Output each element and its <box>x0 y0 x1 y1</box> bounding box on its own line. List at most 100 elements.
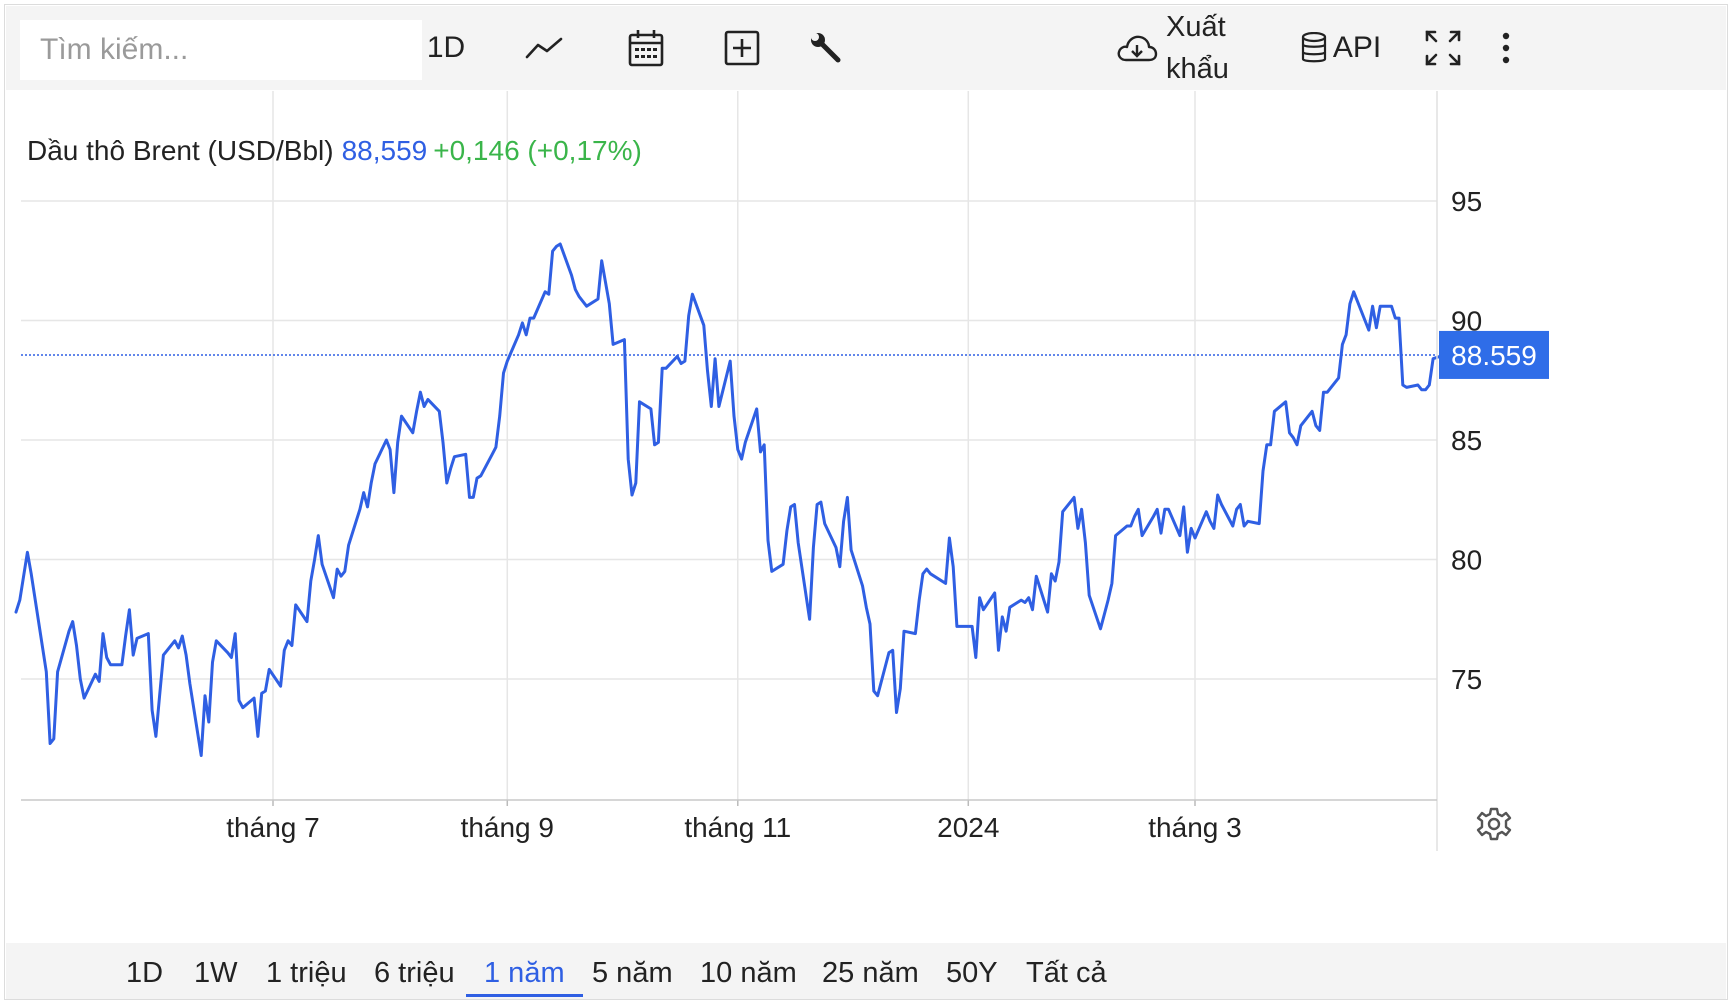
price-point[interactable] <box>411 431 415 435</box>
price-point[interactable] <box>161 653 165 657</box>
range-1w[interactable]: 1W <box>194 957 238 989</box>
chart-area[interactable]: 75 80 85 90 95 tháng 7 tháng 9 tháng 11 2024 thá… <box>5 91 1729 943</box>
price-point[interactable] <box>173 639 177 643</box>
price-point[interactable] <box>479 474 483 478</box>
price-point[interactable] <box>1193 536 1197 540</box>
price-point[interactable] <box>1231 524 1235 528</box>
price-point[interactable] <box>1348 302 1352 306</box>
price-point[interactable] <box>1046 610 1050 614</box>
price-point[interactable] <box>1310 409 1314 413</box>
price-point[interactable] <box>607 302 611 306</box>
price-point[interactable] <box>452 455 456 459</box>
range-5y[interactable]: 5 năm <box>592 957 673 989</box>
more-button[interactable] <box>1486 6 1526 90</box>
price-point[interactable] <box>611 342 615 346</box>
price-point[interactable] <box>819 500 823 504</box>
price-point[interactable] <box>743 440 747 444</box>
price-point[interactable] <box>316 534 320 538</box>
price-point[interactable] <box>347 543 351 547</box>
price-point[interactable] <box>811 546 815 550</box>
price-point[interactable] <box>664 366 668 370</box>
price-point[interactable] <box>109 663 113 667</box>
price-point[interactable] <box>184 653 188 657</box>
price-point[interactable] <box>362 491 366 495</box>
price-point[interactable] <box>93 672 97 676</box>
price-point[interactable] <box>373 462 377 466</box>
price-point[interactable] <box>762 443 766 447</box>
price-point[interactable] <box>1087 593 1091 597</box>
price-point[interactable] <box>256 734 260 738</box>
price-point[interactable] <box>551 249 555 253</box>
price-point[interactable] <box>868 622 872 626</box>
price-point[interactable] <box>135 636 139 640</box>
price-point[interactable] <box>339 574 343 578</box>
price-point[interactable] <box>188 682 192 686</box>
price-point[interactable] <box>1220 503 1224 507</box>
price-point[interactable] <box>653 443 657 447</box>
price-point[interactable] <box>1133 515 1137 519</box>
price-point[interactable] <box>1099 627 1103 631</box>
price-point[interactable] <box>1034 574 1038 578</box>
price-point[interactable] <box>400 414 404 418</box>
price-point[interactable] <box>279 684 283 688</box>
price-point[interactable] <box>252 696 256 700</box>
price-point[interactable] <box>494 445 498 449</box>
price-point[interactable] <box>396 440 400 444</box>
price-point[interactable] <box>834 546 838 550</box>
price-point[interactable] <box>260 691 264 695</box>
price-point[interactable] <box>471 495 475 499</box>
price-point[interactable] <box>1322 390 1326 394</box>
price-point[interactable] <box>656 440 660 444</box>
price-point[interactable] <box>44 670 48 674</box>
price-point[interactable] <box>418 390 422 394</box>
price-point[interactable] <box>332 596 336 600</box>
price-point[interactable] <box>124 634 128 638</box>
price-point[interactable] <box>1238 503 1242 507</box>
price-point[interactable] <box>1242 524 1246 528</box>
price-point[interactable] <box>947 536 951 540</box>
price-point[interactable] <box>970 624 974 628</box>
price-point[interactable] <box>388 448 392 452</box>
price-point[interactable] <box>48 742 52 746</box>
price-point[interactable] <box>974 656 978 660</box>
price-point[interactable] <box>1031 608 1035 612</box>
price-point[interactable] <box>154 734 158 738</box>
price-point[interactable] <box>1080 507 1084 511</box>
price-point[interactable] <box>842 519 846 523</box>
price-point[interactable] <box>728 359 732 363</box>
interval-button[interactable]: 1D <box>416 6 476 90</box>
range-1m[interactable]: 1 triệu <box>266 957 347 989</box>
price-point[interactable] <box>1057 560 1061 564</box>
price-point[interactable] <box>1405 385 1409 389</box>
price-point[interactable] <box>1393 316 1397 320</box>
price-point[interactable] <box>1106 598 1110 602</box>
price-point[interactable] <box>437 409 441 413</box>
price-point[interactable] <box>56 670 60 674</box>
price-point[interactable] <box>1340 342 1344 346</box>
price-point[interactable] <box>766 538 770 542</box>
price-point[interactable] <box>1416 383 1420 387</box>
price-point[interactable] <box>921 572 925 576</box>
price-point[interactable] <box>770 569 774 573</box>
price-point[interactable] <box>717 405 721 409</box>
price-point[interactable] <box>475 476 479 480</box>
price-point[interactable] <box>887 651 891 655</box>
price-point[interactable] <box>1352 290 1356 294</box>
price-point[interactable] <box>864 605 868 609</box>
price-point[interactable] <box>1076 526 1080 530</box>
price-point[interactable] <box>876 694 880 698</box>
price-point[interactable] <box>997 648 1001 652</box>
price-point[interactable] <box>951 565 955 569</box>
price-point[interactable] <box>18 598 22 602</box>
price-point[interactable] <box>282 648 286 652</box>
price-point[interactable] <box>1061 510 1065 514</box>
price-point[interactable] <box>1000 615 1004 619</box>
price-point[interactable] <box>543 290 547 294</box>
price-point[interactable] <box>1212 526 1216 530</box>
compare-button[interactable] <box>712 6 772 90</box>
date-range-button[interactable] <box>616 6 676 90</box>
price-point[interactable] <box>1424 388 1428 392</box>
price-point[interactable] <box>211 660 215 664</box>
price-point[interactable] <box>796 541 800 545</box>
price-point[interactable] <box>554 244 558 248</box>
